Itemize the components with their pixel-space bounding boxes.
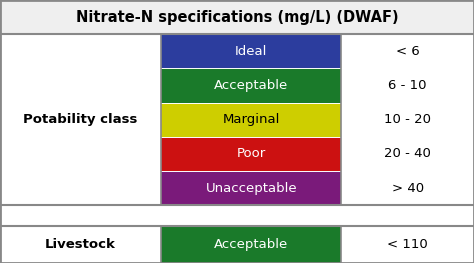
Text: Unacceptable: Unacceptable xyxy=(205,181,297,195)
FancyBboxPatch shape xyxy=(161,171,341,205)
Text: Nitrate-N specifications (mg/L) (DWAF): Nitrate-N specifications (mg/L) (DWAF) xyxy=(76,9,398,25)
FancyBboxPatch shape xyxy=(0,0,474,34)
Text: Livestock: Livestock xyxy=(45,238,116,251)
FancyBboxPatch shape xyxy=(161,34,341,68)
Text: Marginal: Marginal xyxy=(222,113,280,126)
Text: 6 - 10: 6 - 10 xyxy=(388,79,427,92)
FancyBboxPatch shape xyxy=(161,68,341,103)
Text: < 110: < 110 xyxy=(387,238,428,251)
FancyBboxPatch shape xyxy=(161,226,341,263)
Text: Acceptable: Acceptable xyxy=(214,238,288,251)
Text: Poor: Poor xyxy=(237,147,266,160)
Text: 10 - 20: 10 - 20 xyxy=(384,113,431,126)
Text: 20 - 40: 20 - 40 xyxy=(384,147,431,160)
Text: Acceptable: Acceptable xyxy=(214,79,288,92)
Text: Potability class: Potability class xyxy=(23,113,138,126)
Text: > 40: > 40 xyxy=(392,181,424,195)
Text: Ideal: Ideal xyxy=(235,45,267,58)
FancyBboxPatch shape xyxy=(161,137,341,171)
FancyBboxPatch shape xyxy=(161,103,341,137)
Text: < 6: < 6 xyxy=(396,45,419,58)
